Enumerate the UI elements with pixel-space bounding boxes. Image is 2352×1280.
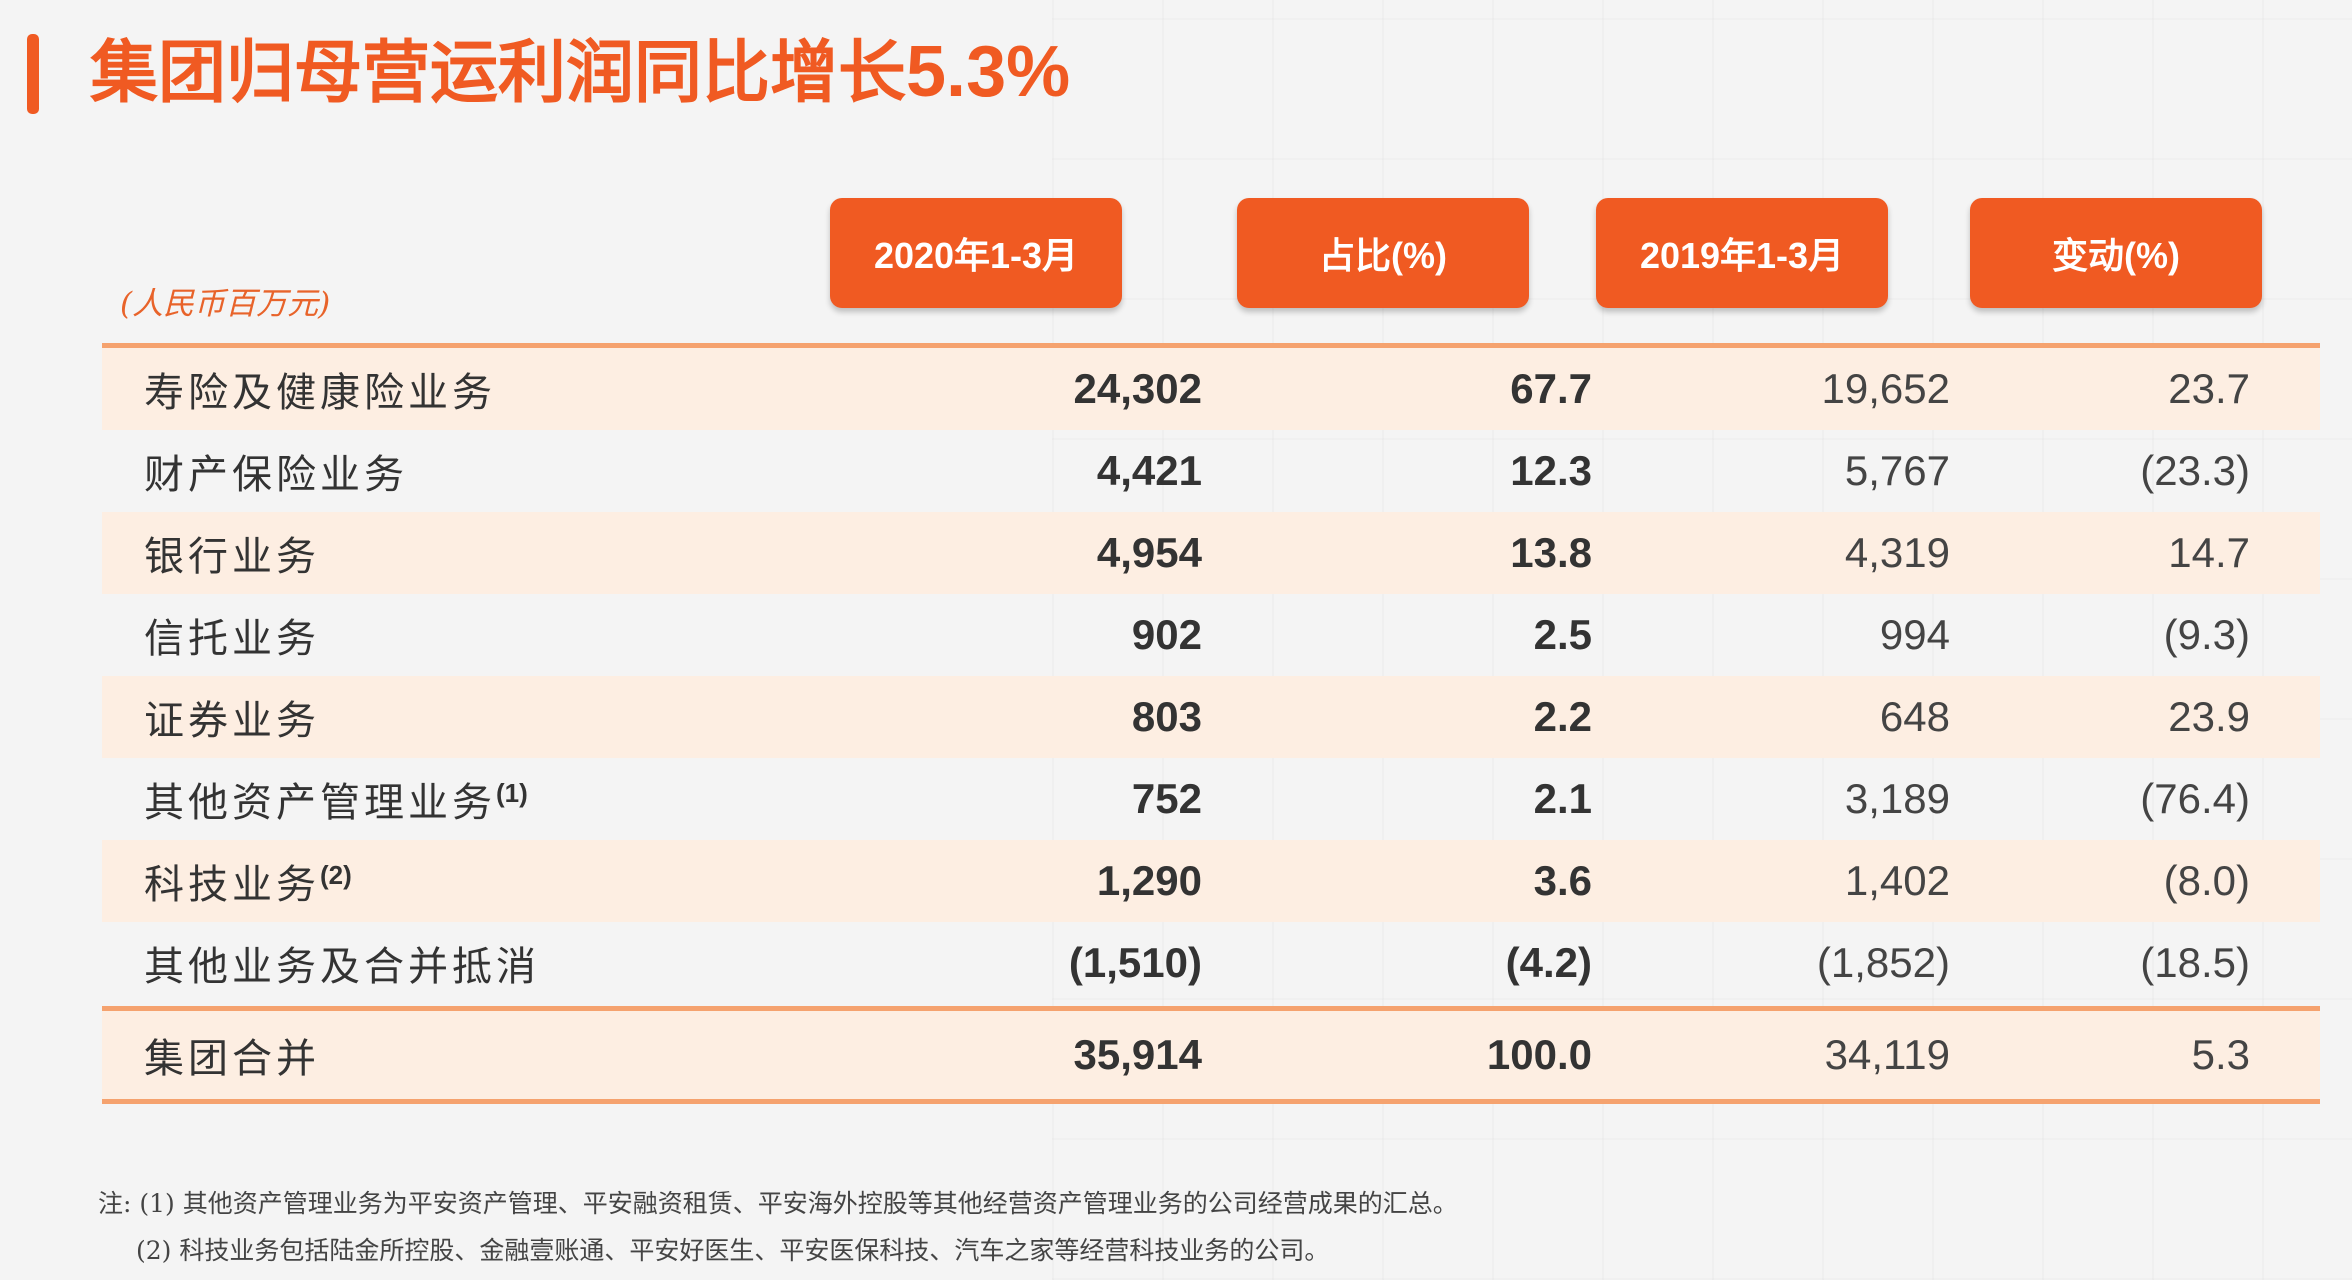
cell-share: 2.2 [1533,693,1592,740]
footnotes: 注: (1) 其他资产管理业务为平安资产管理、平安融资租赁、平安海外控股等其他经… [98,1180,1458,1274]
cell-share: 67.7 [1510,365,1592,412]
row-label: 证券业务 [144,698,320,744]
cell-change: 23.9 [2168,693,2250,740]
table-row: 其他资产管理业务 (1) 752 2.1 3,189 (76.4) [102,758,2320,840]
title-highlight: 5.3% [906,32,1071,112]
profit-table: 寿险及健康险业务 24,302 67.7 19,652 23.7 财产保险业务 … [102,343,2320,1104]
cell-2019: 994 [1879,611,1950,658]
header-share: 占比(%) [1237,198,1529,308]
cell-2019: 3,189 [1844,775,1950,822]
total-2020: 35,914 [1073,1031,1202,1078]
cell-2019: 19,652 [1821,365,1950,412]
cell-change: (23.3) [2140,447,2250,494]
cell-share: 13.8 [1510,529,1592,576]
table-row: 寿险及健康险业务 24,302 67.7 19,652 23.7 [102,348,2320,430]
header-change: 变动(%) [1970,198,2262,308]
table-row: 科技业务 (2) 1,290 3.6 1,402 (8.0) [102,840,2320,922]
row-label: 财产保险业务 [144,452,408,498]
row-label: 信托业务 [144,616,320,662]
title-text: 集团归母营运利润同比增长 [90,33,907,113]
footnote-ref-1: (1) [496,777,528,808]
cell-2020: 4,421 [1096,447,1202,494]
table-row: 银行业务 4,954 13.8 4,319 14.7 [102,512,2320,594]
footnote-ref-2: (2) [320,859,352,890]
table-row: 证券业务 803 2.2 648 23.9 [102,676,2320,758]
footnote-1: 注: (1) 其他资产管理业务为平安资产管理、平安融资租赁、平安海外控股等其他经… [98,1189,1458,1218]
cell-share: 3.6 [1533,857,1592,904]
cell-2019: 4,319 [1844,529,1950,576]
row-label: 寿险及健康险业务 [144,370,496,416]
cell-2019: 1,402 [1844,857,1950,904]
cell-change: 14.7 [2168,529,2250,576]
cell-change: (76.4) [2140,775,2250,822]
cell-2020: 902 [1131,611,1202,658]
cell-2020: 803 [1131,693,1202,740]
cell-change: (8.0) [2163,857,2250,904]
total-share: 100.0 [1486,1031,1592,1078]
cell-change: 23.7 [2168,365,2250,412]
cell-2020: 1,290 [1096,857,1202,904]
title-accent-bar [27,34,39,114]
table-row: 财产保险业务 4,421 12.3 5,767 (23.3) [102,430,2320,512]
cell-2019: (1,852) [1816,939,1950,986]
cell-share: 2.1 [1533,775,1592,822]
total-label: 集团合并 [144,1036,320,1082]
cell-share: 2.5 [1533,611,1592,658]
cell-2020: 24,302 [1073,365,1202,412]
page-title: 集团归母营运利润同比增长5.3% [90,26,1070,118]
row-label: 科技业务 (2) [144,859,352,909]
total-2019: 34,119 [1824,1031,1950,1078]
cell-2019: 648 [1879,693,1950,740]
cell-2019: 5,767 [1844,447,1950,494]
unit-label: (人民币百万元) [120,286,331,322]
cell-change: (18.5) [2140,939,2250,986]
cell-share: (4.2) [1505,939,1592,986]
table-total-row: 集团合并 35,914 100.0 34,119 5.3 [102,1006,2320,1104]
cell-share: 12.3 [1510,447,1592,494]
table-row: 其他业务及合并抵消 (1,510) (4.2) (1,852) (18.5) [102,922,2320,1004]
row-label: 其他资产管理业务 (1) [144,777,528,827]
cell-2020: 752 [1131,775,1202,822]
total-change: 5.3 [2191,1031,2250,1078]
table-row: 信托业务 902 2.5 994 (9.3) [102,594,2320,676]
header-2020-q1: 2020年1-3月 [830,198,1122,308]
cell-2020: (1,510) [1068,939,1202,986]
header-2019-q1: 2019年1-3月 [1596,198,1888,308]
cell-change: (9.3) [2163,611,2250,658]
footnote-2: (2) 科技业务包括陆金所控股、金融壹账通、平安好医生、平安医保科技、汽车之家等… [136,1236,1330,1265]
row-label: 其他业务及合并抵消 [144,944,540,990]
cell-2020: 4,954 [1096,529,1202,576]
row-label: 银行业务 [144,534,320,580]
